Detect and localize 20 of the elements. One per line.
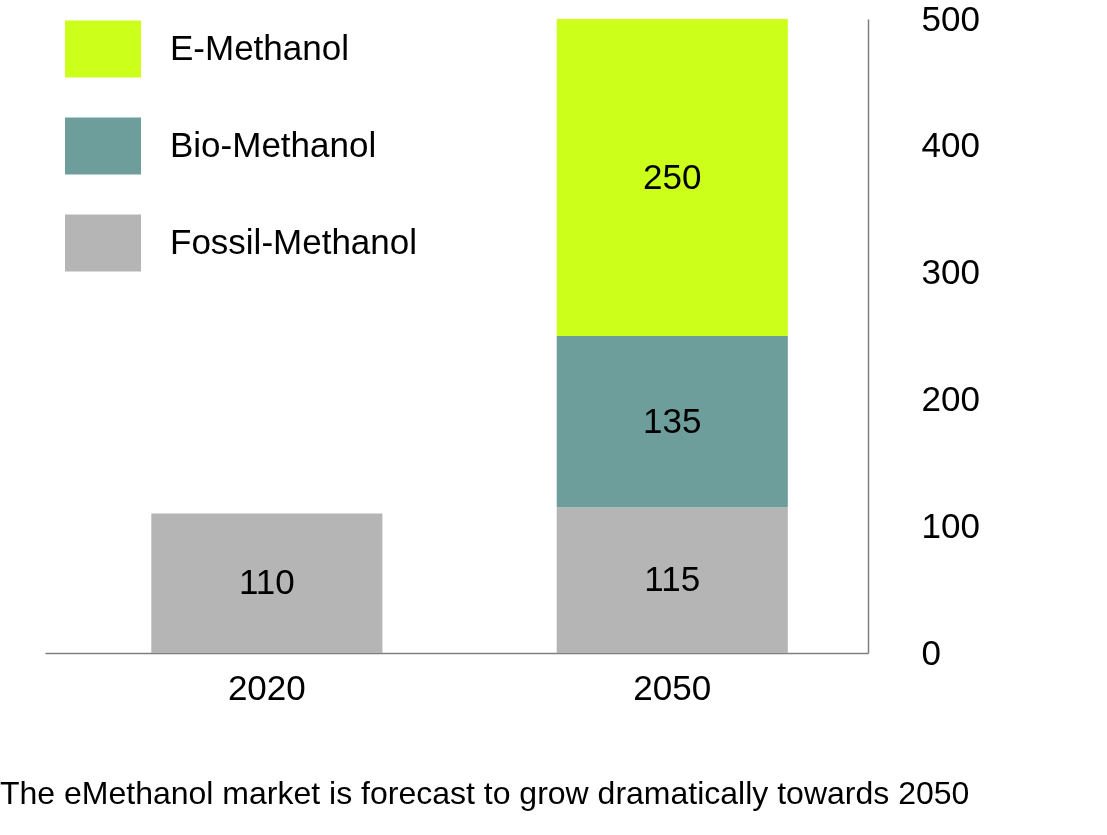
text: The eMethanol market is forecast to grow dramatically towards 2050 [0,775,970,811]
y-tick-label: 400 [921,125,980,165]
bar [556,336,788,508]
legend-label: E-Methanol [170,28,349,67]
bar [151,513,383,653]
data-label: 110 [238,562,295,602]
legend-label: Bio-Methanol [170,125,377,164]
data-label: 135 [643,400,702,440]
x-tick-label: 2020 [227,667,306,707]
y-tick-label: 500 [921,0,980,38]
data-label: 115 [644,559,701,599]
y-tick-label: 200 [921,378,980,418]
legend-label: Fossil-Methanol [170,222,418,261]
x-tick-label: 2050 [633,667,712,707]
bar [556,507,788,653]
data-label: 250 [643,156,702,196]
y-tick-label: 100 [921,505,980,545]
y-tick-label: 300 [921,252,980,292]
y-tick-label: 0 [921,632,941,672]
bar [556,19,788,336]
